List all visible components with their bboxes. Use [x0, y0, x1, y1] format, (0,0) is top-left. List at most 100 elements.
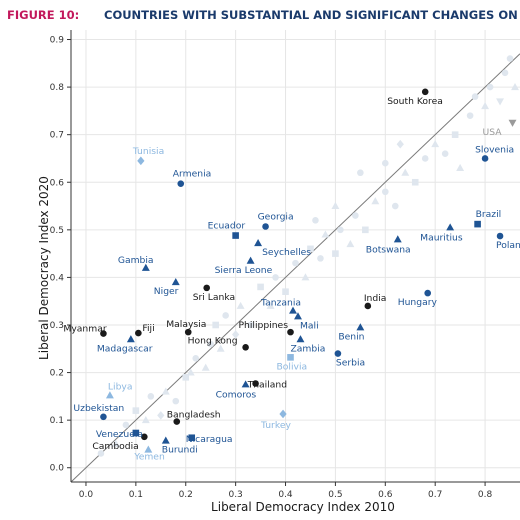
label-slovenia: Slovenia [475, 144, 514, 155]
point-cambodia [141, 433, 148, 441]
point-seychelles [254, 239, 263, 247]
label-hong-kong: Hong Kong [188, 335, 238, 346]
point-labels: South Korea USA Tunisia Armenia Slovenia Ecua… [63, 96, 520, 463]
label-uzbekistan: Uzbekistan [73, 403, 124, 414]
point-zambia [296, 335, 305, 343]
point-india [364, 302, 372, 310]
x-tick-label-3: 0.3 [228, 490, 242, 500]
point-south-korea [421, 88, 429, 96]
background-point-10 [186, 368, 195, 376]
label-usa: USA [483, 127, 503, 138]
point-gambia [141, 263, 150, 271]
y-tick-label-8: 0.8 [50, 83, 65, 93]
label-thailand: Thailand [247, 380, 287, 391]
label-hungary: Hungary [398, 297, 438, 308]
label-serbia: Serbia [336, 358, 365, 369]
figure-title: COUNTRIES WITH SUBSTANTIAL AND SIGNIFICA… [104, 8, 520, 22]
label-fiji: Fiji [142, 323, 154, 334]
point-philippines [287, 328, 294, 336]
background-point-27 [317, 255, 324, 262]
point-madagascar [126, 335, 135, 343]
y-tick-label-6: 0.6 [50, 178, 65, 188]
point-ecuador [232, 232, 239, 239]
y-tick-label-9: 0.9 [50, 36, 65, 46]
background-point-13 [207, 340, 214, 348]
point-malaysia [184, 328, 192, 336]
point-mali [294, 312, 302, 320]
label-cambodia: Cambodia [92, 441, 138, 452]
labeled-points [100, 88, 517, 453]
point-libya [105, 391, 114, 399]
background-point-1 [111, 439, 120, 447]
label-mali: Mali [300, 320, 319, 331]
point-tunisia [137, 156, 145, 166]
label-bangladesh: Bangladesh [167, 410, 221, 421]
x-tick-label-8: 0.8 [478, 490, 493, 500]
background-point-11 [192, 354, 200, 362]
point-armenia [177, 180, 185, 187]
background-point-6 [157, 411, 165, 420]
point-usa [508, 119, 517, 127]
background-point-24 [292, 259, 299, 267]
point-bangladesh [173, 418, 181, 425]
label-tunisia: Tunisia [132, 146, 164, 157]
y-tick-label-3: 0.3 [50, 321, 64, 331]
point-turkey [279, 409, 287, 419]
background-point-35 [382, 188, 389, 196]
background-point-20 [257, 283, 264, 291]
point-burundi [161, 436, 170, 444]
y-tick-label-0: 0.0 [50, 464, 65, 474]
label-sierra-leone: Sierra Leone [215, 265, 273, 276]
background-point-46 [481, 102, 490, 110]
diagonal-line [70, 53, 520, 483]
background-point-19 [247, 321, 254, 329]
point-uzbekistan [100, 413, 107, 421]
label-venezuela: Venezuela [96, 429, 143, 440]
background-point-28 [321, 230, 330, 238]
label-turkey: Turkey [260, 420, 291, 431]
point-georgia [262, 223, 269, 230]
y-tick-label-4: 0.4 [50, 273, 65, 283]
point-tanzania [289, 306, 297, 314]
point-fiji [135, 329, 142, 337]
label-georgia: Georgia [258, 212, 294, 223]
point-venezuela [132, 429, 140, 437]
point-botswana [393, 235, 402, 243]
background-point-42 [451, 131, 459, 138]
label-india: India [364, 293, 387, 304]
background-point-44 [466, 112, 474, 119]
label-gambia: Gambia [118, 255, 154, 266]
label-niger: Niger [154, 286, 179, 297]
reference-line [70, 53, 520, 483]
point-comoros [241, 380, 250, 388]
label-zambia: Zambia [290, 343, 325, 354]
label-ecuador: Ecuador [208, 221, 246, 232]
label-brazil: Brazil [476, 209, 502, 220]
background-points [97, 55, 519, 457]
background-point-47 [486, 83, 494, 91]
x-tick-label-4: 0.4 [278, 490, 293, 500]
point-yemen [144, 445, 153, 453]
background-point-26 [307, 245, 314, 253]
background-point-14 [212, 321, 219, 329]
point-myanmar [100, 330, 107, 337]
point-benin [356, 323, 365, 331]
x-tick-label-7: 0.7 [428, 490, 442, 500]
background-point-54 [357, 169, 364, 177]
y-axis-label: Liberal Democracy Index 2020 [37, 176, 51, 360]
background-point-30 [337, 226, 344, 234]
background-point-37 [401, 168, 410, 176]
background-point-8 [172, 397, 180, 405]
point-poland [496, 232, 504, 240]
background-point-38 [411, 178, 419, 186]
x-tick-label-1: 0.1 [129, 490, 143, 500]
background-point-9 [182, 374, 190, 381]
point-bolivia [287, 354, 294, 361]
background-point-7 [161, 387, 170, 395]
background-point-33 [362, 226, 369, 234]
label-mauritius: Mauritius [420, 232, 463, 243]
background-point-15 [216, 344, 225, 352]
background-point-2 [122, 421, 130, 429]
background-point-43 [456, 163, 465, 171]
